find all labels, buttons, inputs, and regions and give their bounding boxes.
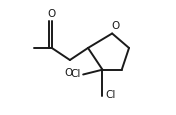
Text: O: O — [112, 21, 120, 31]
Text: O: O — [48, 9, 56, 19]
Text: Cl: Cl — [105, 89, 115, 99]
Text: Cl: Cl — [70, 69, 81, 79]
Text: O: O — [65, 68, 73, 78]
